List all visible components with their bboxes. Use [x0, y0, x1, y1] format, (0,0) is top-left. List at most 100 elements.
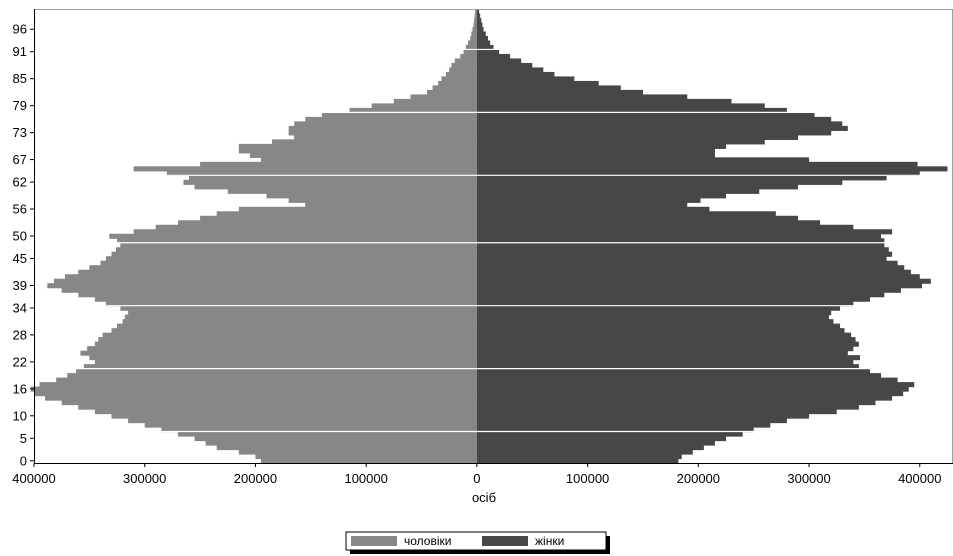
- y-tick-label: 85: [13, 71, 27, 86]
- bar-male-age-19: [67, 373, 477, 379]
- bar-female-age-50: [476, 233, 882, 239]
- y-tick-label: 34: [13, 300, 27, 315]
- bar-female-age-75: [476, 121, 843, 127]
- bar-male-age-28: [102, 332, 477, 338]
- bar-male-age-61: [194, 184, 477, 190]
- bar-male-age-53: [177, 220, 477, 226]
- bar-female-age-32: [476, 314, 829, 320]
- bar-female-age-98: [476, 17, 482, 24]
- bar-female-age-51: [476, 229, 893, 235]
- bar-female-age-37: [476, 292, 885, 298]
- bar-female-age-79: [476, 103, 765, 109]
- bar-male-age-32: [124, 314, 477, 320]
- male-bars-group: [30, 9, 477, 464]
- y-tick-label: 28: [13, 327, 27, 342]
- x-tick-label: 400000: [898, 471, 941, 486]
- bar-male-age-92: [465, 44, 477, 51]
- bar-female-age-27: [476, 337, 856, 343]
- bar-male-age-84: [438, 80, 477, 87]
- bar-male-age-2: [238, 449, 477, 455]
- bar-male-age-68: [249, 152, 477, 158]
- bar-female-age-66: [476, 161, 918, 167]
- bar-female-age-22: [476, 359, 854, 365]
- bar-female-age-24: [476, 350, 848, 356]
- bar-female-age-70: [476, 143, 727, 149]
- bar-female-age-100: [476, 9, 480, 15]
- bar-female-age-2: [476, 449, 693, 455]
- bar-male-age-41: [65, 274, 477, 280]
- bar-female-age-34: [476, 305, 841, 311]
- bar-female-age-19: [476, 373, 882, 379]
- bar-male-age-39: [47, 283, 477, 289]
- bar-female-age-46: [476, 251, 893, 257]
- bar-male-age-48: [120, 242, 477, 248]
- bar-female-age-52: [476, 224, 854, 230]
- bar-male-age-25: [87, 346, 477, 352]
- bar-male-age-69: [238, 148, 477, 154]
- bar-female-age-64: [476, 170, 920, 176]
- bar-male-age-44: [100, 260, 477, 266]
- bar-male-age-81: [410, 94, 477, 100]
- bar-female-age-8: [476, 422, 771, 428]
- bar-male-age-75: [294, 121, 477, 127]
- bar-female-age-13: [476, 400, 876, 406]
- bar-male-age-52: [155, 224, 477, 230]
- bar-female-age-84: [476, 80, 599, 87]
- bar-male-age-45: [105, 256, 477, 262]
- y-tick-label: 50: [13, 229, 27, 244]
- bar-male-age-59: [266, 193, 477, 199]
- bar-male-age-23: [89, 355, 477, 361]
- bar-female-age-11: [476, 409, 837, 415]
- y-tick-label: 56: [13, 202, 27, 217]
- bar-female-age-30: [476, 323, 841, 329]
- bar-male-age-40: [53, 278, 477, 284]
- bar-female-age-86: [476, 71, 555, 78]
- bar-male-age-87: [449, 67, 477, 73]
- x-tick-label: 300000: [787, 471, 830, 486]
- bar-female-age-33: [476, 310, 832, 316]
- bar-female-age-65: [476, 166, 948, 172]
- bar-female-age-48: [476, 242, 885, 248]
- bar-male-age-66: [200, 161, 477, 167]
- bar-male-age-70: [238, 143, 477, 149]
- bar-male-age-98: [474, 17, 477, 24]
- y-axis-ticks: 0 5 10 16 22 28 34 39 45 50 56 62 67 73 79 85 91 96: [13, 22, 34, 468]
- bar-female-age-92: [476, 44, 494, 51]
- bar-male-age-65: [133, 166, 477, 172]
- bar-female-age-76: [476, 116, 832, 122]
- bar-male-age-35: [105, 301, 477, 307]
- bar-female-age-61: [476, 184, 798, 190]
- legend-swatch-male: [351, 536, 397, 546]
- y-tick-label: 10: [13, 408, 27, 423]
- x-tick-label: 300000: [123, 471, 166, 486]
- bar-female-age-28: [476, 332, 852, 338]
- bar-female-age-26: [476, 341, 859, 347]
- x-tick-label: 200000: [677, 471, 720, 486]
- bar-female-age-72: [476, 134, 798, 140]
- y-tick-label: 22: [13, 354, 27, 369]
- bar-male-age-10: [111, 413, 477, 419]
- bar-male-age-50: [109, 233, 477, 239]
- bar-male-age-86: [445, 71, 477, 78]
- bar-female-age-59: [476, 193, 727, 199]
- x-tick-label: 200000: [234, 471, 277, 486]
- bar-male-age-43: [89, 265, 477, 271]
- bar-male-age-88: [451, 62, 477, 69]
- legend-box: [345, 531, 607, 551]
- bar-female-age-23: [476, 355, 860, 361]
- bar-male-age-21: [83, 364, 477, 370]
- bar-female-age-63: [476, 175, 887, 181]
- bar-female-age-73: [476, 130, 832, 136]
- bar-female-age-9: [476, 418, 787, 424]
- bar-male-age-95: [471, 31, 477, 37]
- y-tick-label: 16: [13, 381, 27, 396]
- bar-female-age-95: [476, 31, 486, 37]
- bar-male-age-55: [216, 211, 477, 217]
- bar-female-age-88: [476, 62, 533, 69]
- bar-female-age-40: [476, 278, 931, 284]
- bar-female-age-94: [476, 35, 488, 42]
- bar-female-age-78: [476, 107, 787, 113]
- bar-female-age-4: [476, 440, 715, 446]
- bar-female-age-68: [476, 152, 715, 158]
